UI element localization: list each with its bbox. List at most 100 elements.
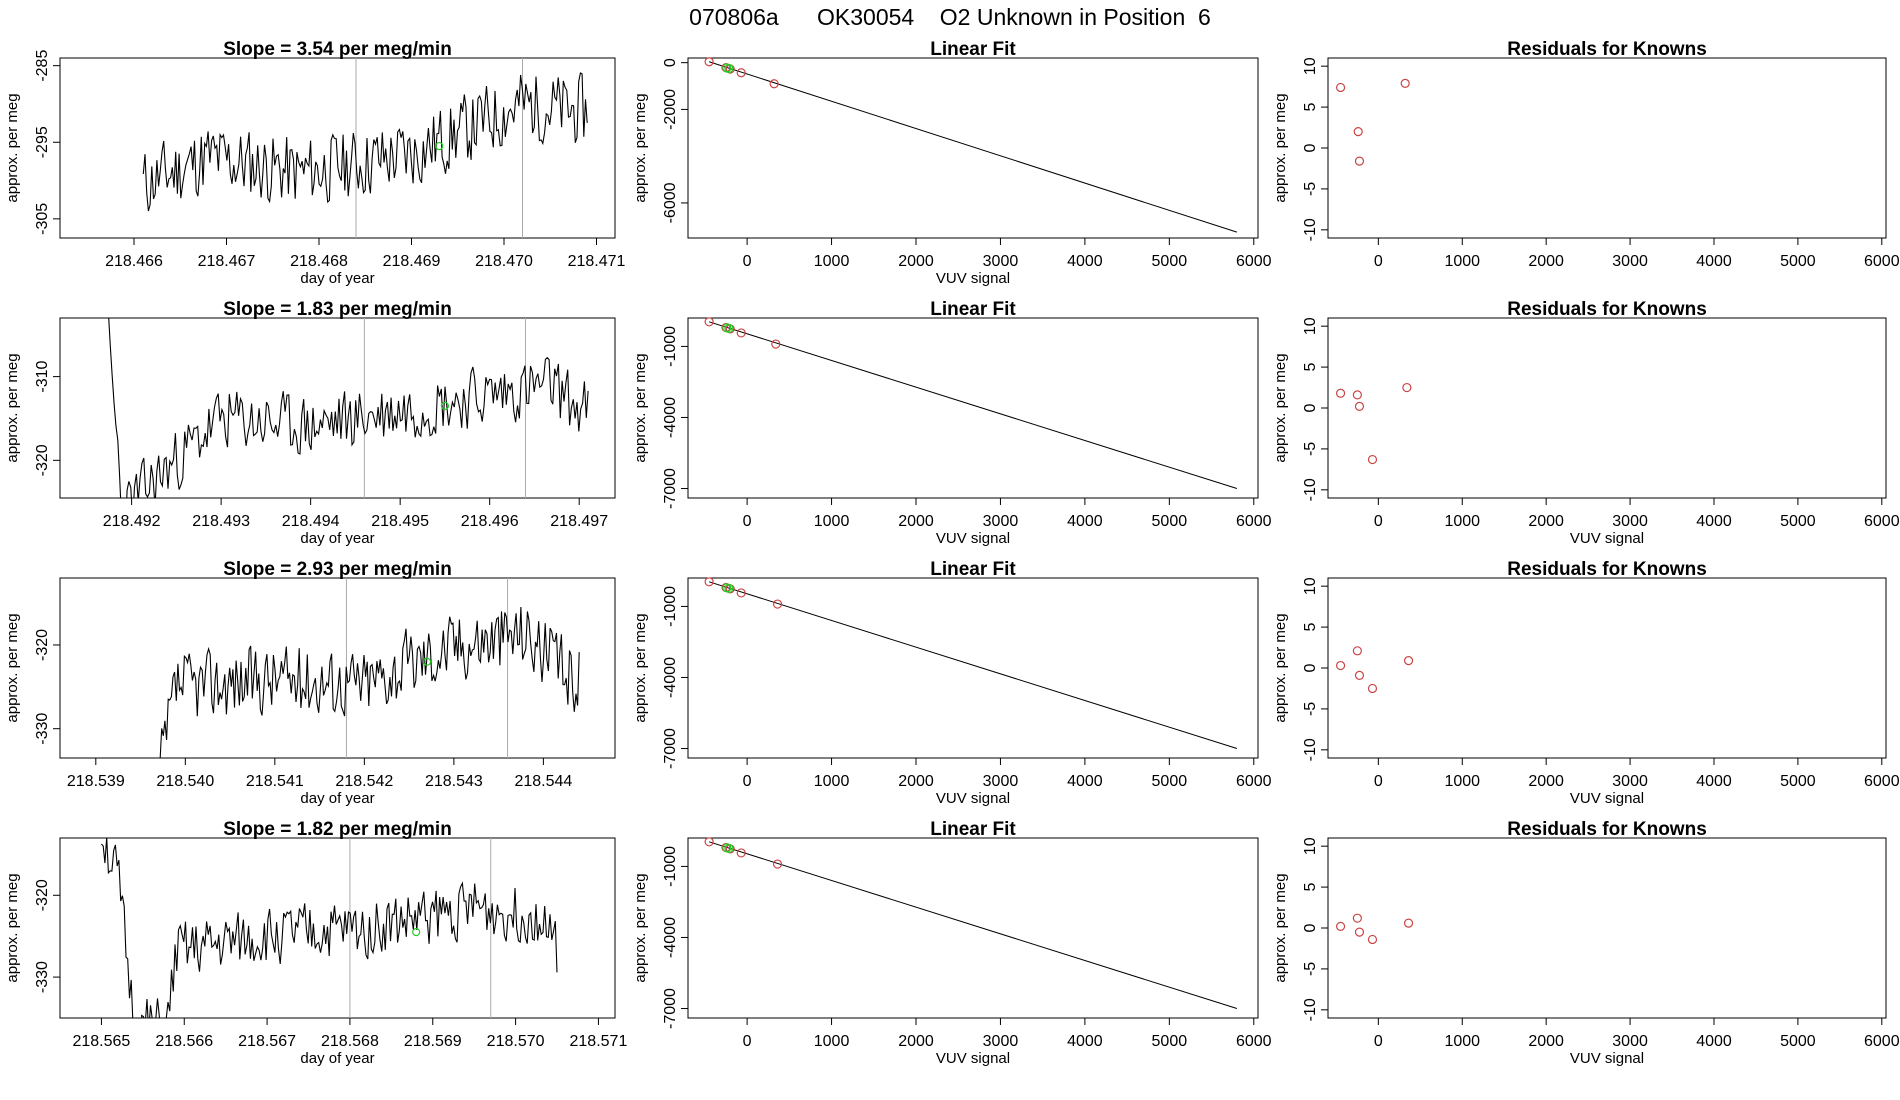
plot-frame bbox=[1327, 577, 1887, 759]
x-tick-label: 6000 bbox=[1864, 253, 1900, 270]
x-tick-label: 218.567 bbox=[238, 1033, 296, 1050]
fit-line bbox=[708, 841, 1238, 1010]
x-tick-label: 1000 bbox=[1444, 773, 1480, 790]
x-axis-title: VUV signal bbox=[1570, 790, 1644, 807]
x-tick-label: 218.471 bbox=[568, 253, 626, 270]
main-title: 070806a OK30054 O2 Unknown in Position 6 bbox=[689, 4, 1211, 30]
y-axis-title: approx. per meg bbox=[4, 873, 21, 982]
x-tick-label: 2000 bbox=[898, 253, 934, 270]
residual-point bbox=[1400, 78, 1410, 88]
x-tick-label: 6000 bbox=[1236, 253, 1272, 270]
known-point bbox=[704, 577, 714, 587]
plot-frame bbox=[1327, 837, 1887, 1019]
mean-marker bbox=[412, 927, 421, 937]
y-tick-label: -320 bbox=[34, 444, 51, 476]
fit-line bbox=[708, 581, 1238, 750]
x-tick-label: 4000 bbox=[1067, 253, 1103, 270]
x-tick-label: 4000 bbox=[1067, 513, 1103, 530]
known-point bbox=[704, 317, 714, 327]
known-point bbox=[772, 599, 783, 609]
panel-title: Linear Fit bbox=[930, 299, 1016, 320]
x-tick-label: 3000 bbox=[1612, 773, 1648, 790]
known-point bbox=[704, 837, 714, 847]
x-tick-label: 0 bbox=[1374, 253, 1383, 270]
y-tick-label: -5 bbox=[1302, 962, 1319, 976]
fit-line bbox=[708, 321, 1238, 490]
mean-marker bbox=[440, 401, 450, 411]
x-tick-label: 0 bbox=[1374, 513, 1383, 530]
y-tick-label: -330 bbox=[34, 961, 51, 993]
x-tick-label: 218.565 bbox=[72, 1033, 130, 1050]
x-tick-label: 0 bbox=[743, 513, 752, 530]
y-tick-label: -10 bbox=[1302, 998, 1319, 1021]
y-tick-label: -4000 bbox=[662, 917, 679, 958]
series-line bbox=[142, 72, 588, 212]
x-tick-label: 0 bbox=[1374, 1033, 1383, 1050]
x-tick-label: 1000 bbox=[814, 253, 850, 270]
y-tick-label: -5 bbox=[1302, 182, 1319, 196]
y-tick-label: -1000 bbox=[662, 586, 679, 627]
x-tick-label: 1000 bbox=[814, 513, 850, 530]
x-axis-title: day of year bbox=[300, 530, 374, 547]
y-axis-title: approx. per meg bbox=[632, 93, 649, 202]
x-tick-label: 3000 bbox=[1612, 253, 1648, 270]
x-tick-label: 1000 bbox=[1444, 1033, 1480, 1050]
panel-row3-residuals: Residuals for Knowns 0 1000 2000 3000 4000 500… bbox=[1272, 559, 1900, 807]
y-axis-title: approx. per meg bbox=[1272, 93, 1289, 202]
x-tick-label: 1000 bbox=[1444, 253, 1480, 270]
residual-point bbox=[1353, 127, 1363, 137]
panel-row2-timeseries: Slope = 1.83 per meg/min 218.492 218.493 21… bbox=[4, 299, 616, 547]
x-tick-label: 2000 bbox=[898, 513, 934, 530]
residual-point bbox=[1367, 683, 1378, 694]
y-axis-title: approx. per meg bbox=[1272, 613, 1289, 722]
y-tick-label: -330 bbox=[34, 713, 51, 745]
y-tick-label: 0 bbox=[1302, 923, 1319, 932]
x-tick-label: 218.466 bbox=[105, 253, 163, 270]
panel-row3-linear_fit: Linear Fit 0 1000 2000 3000 4000 5000 6000 -1000… bbox=[632, 559, 1272, 807]
x-tick-label: 5000 bbox=[1780, 253, 1816, 270]
panel-row4-linear_fit: Linear Fit 0 1000 2000 3000 4000 5000 6000 -1000… bbox=[632, 819, 1272, 1067]
x-tick-label: 5000 bbox=[1780, 773, 1816, 790]
panel-row1-residuals: Residuals for Knowns 0 1000 2000 3000 4000 500… bbox=[1272, 39, 1900, 270]
known-point bbox=[769, 79, 779, 89]
residual-point bbox=[1402, 382, 1412, 393]
x-tick-label: 218.566 bbox=[155, 1033, 213, 1050]
y-tick-label: 5 bbox=[1302, 363, 1319, 372]
x-tick-label: 4000 bbox=[1696, 773, 1732, 790]
x-tick-label: 5000 bbox=[1152, 513, 1188, 530]
series-line bbox=[108, 318, 589, 498]
y-tick-label: 0 bbox=[1302, 143, 1319, 152]
x-axis-title: day of year bbox=[300, 1050, 374, 1067]
x-tick-label: 6000 bbox=[1236, 1033, 1272, 1050]
y-tick-label: 5 bbox=[1302, 883, 1319, 892]
unknown-point bbox=[724, 323, 734, 334]
unknown-point bbox=[724, 843, 734, 854]
x-tick-label: 6000 bbox=[1864, 773, 1900, 790]
y-tick-label: 5 bbox=[1302, 623, 1319, 632]
panel-title: Linear Fit bbox=[930, 39, 1016, 60]
x-tick-label: 218.568 bbox=[321, 1033, 379, 1050]
x-tick-label: 218.540 bbox=[156, 773, 214, 790]
x-tick-label: 5000 bbox=[1152, 1033, 1188, 1050]
x-tick-label: 4000 bbox=[1696, 253, 1732, 270]
x-tick-label: 0 bbox=[1374, 773, 1383, 790]
x-axis-title: VUV signal bbox=[936, 270, 1010, 287]
panel-row1-timeseries: Slope = 3.54 per meg/min 218.466 218.467 21… bbox=[4, 39, 626, 287]
residual-point bbox=[1352, 390, 1362, 400]
x-tick-label: 218.541 bbox=[246, 773, 304, 790]
panel-title: Slope = 3.54 per meg/min bbox=[223, 39, 452, 60]
x-axis-title: VUV signal bbox=[1570, 1050, 1644, 1067]
y-axis-title: approx. per meg bbox=[632, 613, 649, 722]
x-tick-label: 2000 bbox=[898, 1033, 934, 1050]
x-tick-label: 2000 bbox=[1528, 1033, 1564, 1050]
x-axis-title: VUV signal bbox=[936, 530, 1010, 547]
x-tick-label: 0 bbox=[743, 773, 752, 790]
plot-frame bbox=[1327, 317, 1887, 499]
panel-title: Linear Fit bbox=[930, 819, 1016, 840]
residual-point bbox=[1352, 913, 1362, 923]
x-tick-label: 218.494 bbox=[282, 513, 340, 530]
x-tick-label: 218.543 bbox=[425, 773, 483, 790]
residual-point bbox=[1367, 934, 1378, 945]
residual-point bbox=[1352, 646, 1362, 656]
x-tick-label: 3000 bbox=[983, 253, 1019, 270]
